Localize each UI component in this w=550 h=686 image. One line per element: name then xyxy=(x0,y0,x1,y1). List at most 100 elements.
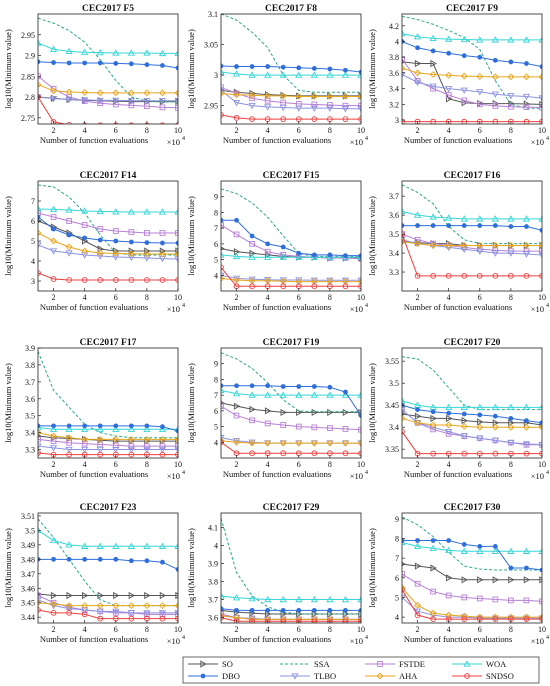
data-point-so xyxy=(414,59,422,68)
data-point-woa xyxy=(264,253,272,260)
data-point-woa xyxy=(522,547,531,554)
data-point-sndso xyxy=(144,277,150,283)
data-point-sndso xyxy=(159,451,166,458)
data-point-dbo xyxy=(175,65,178,71)
data-point-sndso xyxy=(492,118,499,124)
data-point-fstde xyxy=(159,443,166,450)
data-point-woa xyxy=(357,71,361,78)
data-point-tlbo xyxy=(174,98,178,105)
series-line-so xyxy=(221,402,361,413)
data-point-aha xyxy=(326,93,334,100)
data-point-woa xyxy=(143,425,151,432)
data-point-dbo xyxy=(160,63,165,68)
data-point-so xyxy=(430,564,437,572)
data-point-woa xyxy=(248,253,256,260)
subplot: CEC2017 F16 2 4 6 8 10 3.3 3.4 3.5 3.6 3.7 Number o… xyxy=(367,171,549,314)
series-line-aha xyxy=(38,602,178,607)
data-point-dbo xyxy=(343,253,348,259)
data-point-aha xyxy=(65,88,73,96)
series-group xyxy=(402,356,542,457)
data-point-sndso xyxy=(358,450,361,457)
x-tick-label: 8 xyxy=(145,625,149,634)
data-point-aha xyxy=(81,602,89,610)
y-tick-label: 5 xyxy=(395,593,399,602)
data-point-sndso xyxy=(461,616,468,622)
series-line-aha xyxy=(221,615,361,620)
data-point-dbo xyxy=(51,556,56,562)
data-point-woa xyxy=(413,542,422,550)
data-point-so xyxy=(128,591,136,600)
data-point-so xyxy=(446,414,453,422)
series-line-sndso xyxy=(38,96,68,124)
data-point-dbo xyxy=(524,565,529,571)
data-point-tlbo xyxy=(522,93,531,101)
data-point-sndso xyxy=(461,450,468,457)
data-point-woa xyxy=(429,213,437,220)
data-point-aha xyxy=(429,242,437,249)
data-point-dbo xyxy=(113,238,119,244)
data-point-woa xyxy=(174,208,178,215)
data-point-tlbo xyxy=(232,99,241,107)
data-point-aha xyxy=(429,71,437,78)
data-point-so xyxy=(159,591,167,600)
data-point-sndso xyxy=(66,610,72,616)
series-line-sndso xyxy=(221,267,361,287)
data-point-aha xyxy=(460,422,468,430)
series-line-sndso xyxy=(38,272,178,281)
series-line-dbo xyxy=(38,216,178,244)
data-point-dbo xyxy=(38,59,41,65)
series-line-dbo xyxy=(221,65,361,73)
subplot-title: CEC2017 F8 xyxy=(265,4,317,14)
data-point-so xyxy=(446,574,453,582)
legend-label: SNDSO xyxy=(486,671,514,681)
data-point-aha xyxy=(279,439,287,447)
series-group xyxy=(38,518,178,622)
data-point-dbo xyxy=(327,252,333,258)
x-axis-exponent: ×10 xyxy=(531,304,544,314)
data-point-woa xyxy=(96,425,104,432)
y-tick-label: 3.6 xyxy=(389,69,399,78)
data-point-aha xyxy=(414,69,421,77)
data-point-woa xyxy=(491,36,499,43)
legend-marker xyxy=(200,660,207,668)
data-point-tlbo xyxy=(476,248,484,255)
data-point-so xyxy=(342,408,350,416)
legend-marker xyxy=(291,673,299,680)
x-tick-label: 2 xyxy=(235,460,239,469)
data-point-woa xyxy=(538,547,542,554)
legend-item-sndso: SNDSO xyxy=(452,671,514,681)
data-point-tlbo xyxy=(65,250,73,257)
data-point-dbo xyxy=(311,252,317,258)
series-group xyxy=(221,352,361,457)
series-line-woa xyxy=(38,529,178,547)
x-tick-label: 10 xyxy=(174,293,182,302)
data-point-woa xyxy=(232,70,241,77)
data-point-dbo xyxy=(144,423,150,429)
subplot-title: CEC2017 F9 xyxy=(446,4,498,14)
subplot-title: CEC2017 F16 xyxy=(444,171,501,181)
series-group xyxy=(38,184,178,283)
data-point-so xyxy=(523,576,531,584)
data-point-woa xyxy=(112,425,120,432)
y-tick-label: 7 xyxy=(214,391,218,400)
data-point-aha xyxy=(538,613,542,621)
data-point-fstde xyxy=(97,100,104,107)
data-point-sndso xyxy=(280,618,287,623)
data-point-fstde xyxy=(492,596,499,603)
data-point-so xyxy=(523,100,531,108)
x-tick-label: 8 xyxy=(509,625,513,634)
data-point-aha xyxy=(523,73,530,81)
data-point-so xyxy=(265,407,272,415)
series-line-fstde xyxy=(402,573,542,602)
data-point-dbo xyxy=(296,607,302,613)
data-point-dbo xyxy=(358,69,361,75)
data-point-aha xyxy=(402,414,406,422)
legend-item-so: SO xyxy=(188,659,233,669)
series-line-dbo xyxy=(402,404,542,424)
data-point-tlbo xyxy=(112,254,120,261)
data-point-so xyxy=(508,576,515,584)
data-point-fstde xyxy=(249,417,255,424)
x-axis-exponent-power: 4 xyxy=(546,303,549,309)
x-tick-label: 6 xyxy=(478,460,482,469)
data-point-tlbo xyxy=(538,442,542,449)
